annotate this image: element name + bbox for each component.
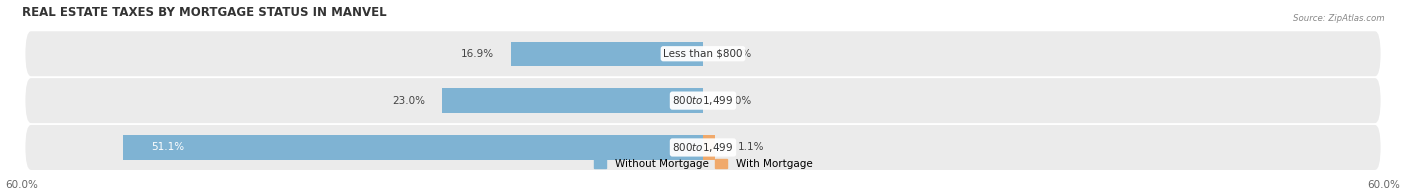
Text: Source: ZipAtlas.com: Source: ZipAtlas.com	[1294, 14, 1385, 23]
Text: 23.0%: 23.0%	[392, 96, 425, 106]
Bar	[122, 135, 703, 160]
Text: 16.9%: 16.9%	[461, 49, 494, 59]
Text: REAL ESTATE TAXES BY MORTGAGE STATUS IN MANVEL: REAL ESTATE TAXES BY MORTGAGE STATUS IN …	[22, 6, 387, 19]
FancyBboxPatch shape	[25, 125, 1381, 170]
Text: 0.0%: 0.0%	[725, 49, 752, 59]
Text: $800 to $1,499: $800 to $1,499	[672, 141, 734, 154]
Text: $800 to $1,499: $800 to $1,499	[672, 94, 734, 107]
Bar	[512, 42, 703, 66]
Bar	[441, 88, 703, 113]
Text: 51.1%: 51.1%	[152, 142, 184, 152]
Bar	[703, 135, 716, 160]
Text: 1.1%: 1.1%	[738, 142, 765, 152]
Text: 0.0%: 0.0%	[725, 96, 752, 106]
Legend: Without Mortgage, With Mortgage: Without Mortgage, With Mortgage	[589, 155, 817, 173]
Text: Less than $800: Less than $800	[664, 49, 742, 59]
FancyBboxPatch shape	[25, 31, 1381, 76]
FancyBboxPatch shape	[25, 78, 1381, 123]
